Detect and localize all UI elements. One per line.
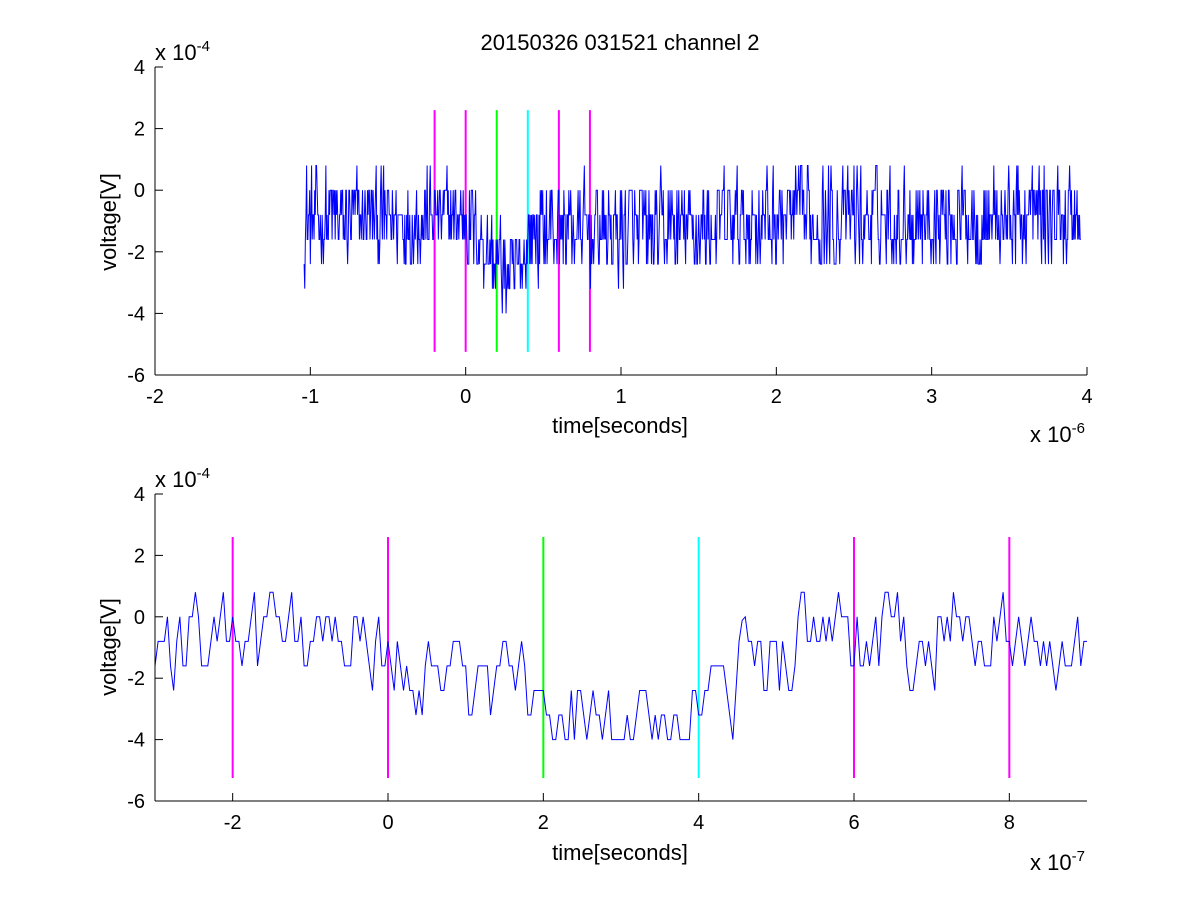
bottom-plot-ylabel: voltage[V] <box>96 598 121 696</box>
top-plot-x-tick-label: 3 <box>926 386 937 408</box>
top-plot-y-tick-label: 4 <box>134 57 145 79</box>
bottom-plot-trace <box>154 591 1087 741</box>
top-plot-x-tick-label: -1 <box>301 386 319 408</box>
bottom-plot-y-exponent-base: x 10 <box>155 467 197 492</box>
bottom-plot-x-tick-label: 2 <box>538 812 549 834</box>
bottom-plot-x-exponent-power: -7 <box>1072 848 1085 865</box>
figure-title: 20150326 031521 channel 2 <box>481 30 760 55</box>
bottom-plot-y-tick-label: -4 <box>127 730 145 752</box>
bottom-plot-x-exponent: x 10-7 <box>1030 848 1085 875</box>
top-plot-x-tick-label: -2 <box>146 386 164 408</box>
bottom-plot-voltage-trace <box>154 591 1087 741</box>
bottom-plot-xlabel: time[seconds] <box>552 840 688 865</box>
top-plot: -2 -1 0 1 2 3 4 -6 -4 -2 0 2 4 time[seconds] voltage… <box>96 38 1093 447</box>
bottom-plot-ticks: -2 0 2 4 6 8 -6 -4 -2 0 2 4 <box>127 484 1015 834</box>
top-plot-y-tick-label: -4 <box>127 303 145 325</box>
top-plot-y-tick-label: 2 <box>134 119 145 141</box>
bottom-plot-y-exponent-power: -4 <box>197 465 210 482</box>
top-plot-y-tick-label: -6 <box>127 365 145 387</box>
top-plot-y-tick-label: -2 <box>127 242 145 264</box>
top-plot-y-exponent: x 10-4 <box>155 38 210 65</box>
top-plot-trace <box>303 165 1081 314</box>
top-plot-x-tick-label: 4 <box>1081 386 1092 408</box>
top-plot-x-exponent-base: x 10 <box>1030 422 1072 447</box>
top-plot-voltage-trace <box>303 165 1081 314</box>
top-plot-x-tick-label: 1 <box>615 386 626 408</box>
bottom-plot-y-tick-label: 2 <box>134 545 145 567</box>
top-plot-x-exponent: x 10-6 <box>1030 420 1085 447</box>
bottom-plot-markers <box>231 536 1011 778</box>
top-plot-x-tick-label: 2 <box>771 386 782 408</box>
bottom-plot-x-tick-label: 0 <box>382 812 393 834</box>
bottom-plot-y-tick-label: -2 <box>127 668 145 690</box>
top-plot-xlabel: time[seconds] <box>552 413 688 438</box>
top-plot-ticks: -2 -1 0 1 2 3 4 -6 -4 -2 0 2 4 <box>127 57 1092 408</box>
top-plot-ylabel: voltage[V] <box>96 173 121 271</box>
bottom-plot: -2 0 2 4 6 8 -6 -4 -2 0 2 4 time[seconds] voltage[V… <box>96 465 1087 875</box>
top-plot-x-tick-label: 0 <box>460 386 471 408</box>
top-plot-y-tick-label: 0 <box>134 180 145 202</box>
top-plot-y-exponent-base: x 10 <box>155 40 197 65</box>
bottom-plot-x-exponent-base: x 10 <box>1030 850 1072 875</box>
bottom-plot-y-tick-label: -6 <box>127 791 145 813</box>
bottom-plot-x-tick-label: 6 <box>848 812 859 834</box>
top-plot-x-exponent-power: -6 <box>1072 420 1085 437</box>
bottom-plot-y-exponent: x 10-4 <box>155 465 210 492</box>
bottom-plot-x-tick-label: 4 <box>693 812 704 834</box>
bottom-plot-x-tick-label: -2 <box>224 812 242 834</box>
bottom-plot-y-tick-label: 4 <box>134 484 145 506</box>
top-plot-y-exponent-power: -4 <box>197 38 210 55</box>
bottom-plot-x-tick-label: 8 <box>1004 812 1015 834</box>
bottom-plot-y-tick-label: 0 <box>134 607 145 629</box>
